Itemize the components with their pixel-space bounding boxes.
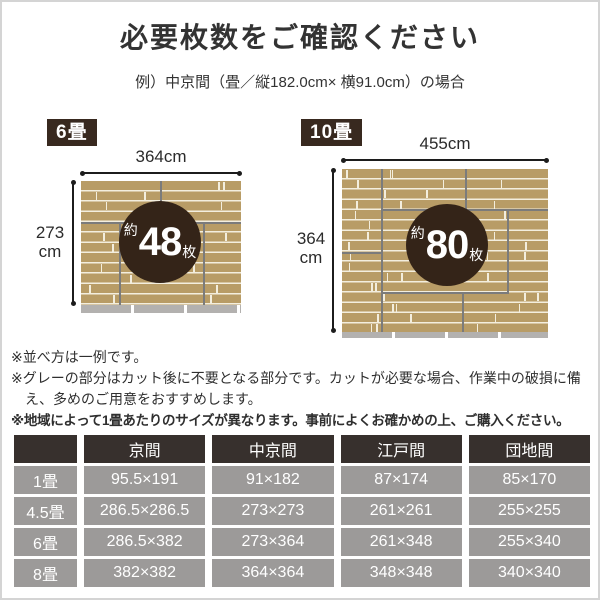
table-size-cell: 382×382	[84, 559, 206, 587]
height-arrow-6jo	[70, 180, 76, 306]
sheet-unit-label: 枚	[469, 247, 484, 263]
table-size-cell: 255×255	[468, 497, 590, 525]
sheet-count-value: 48	[138, 220, 182, 264]
tile-boundary-line	[381, 169, 383, 332]
sheet-count-badge-6jo: 約 48 枚	[119, 201, 201, 283]
table-size-cell: 348×348	[340, 559, 462, 587]
table-size-cell: 286.5×382	[84, 528, 206, 556]
table-size-cell: 261×348	[340, 528, 462, 556]
table-row-label: 4.5畳	[14, 497, 77, 525]
table-size-cell: 286.5×286.5	[84, 497, 206, 525]
tile-boundary-line	[342, 252, 381, 254]
notes-block: ※並べ方は一例です。 ※グレーの部分はカット後に不要となる部分です。カットが必要…	[11, 347, 597, 431]
table-size-cell: 340×340	[468, 559, 590, 587]
width-arrow-10jo	[341, 157, 549, 163]
table-row-label: 6畳	[14, 528, 77, 556]
note-arrangement: ※並べ方は一例です。	[11, 349, 148, 365]
page-subtitle: 例）中京間（畳／縦182.0cm× 横91.0cm）の場合	[135, 74, 465, 91]
height-unit: cm	[299, 248, 323, 267]
table-header-cell: 中京間	[212, 435, 334, 463]
height-value: 273	[35, 223, 65, 242]
tile-boundary-line	[507, 209, 509, 294]
table-row-label: 1畳	[14, 466, 77, 494]
sheet-unit-label: 枚	[182, 244, 197, 260]
height-unit: cm	[38, 242, 62, 261]
width-dimension-10jo: 455cm	[419, 134, 471, 153]
tile-boundary-line	[465, 169, 467, 209]
tile-boundary-line	[381, 292, 509, 294]
page-title: 必要枚数をご確認ください	[119, 22, 480, 53]
table-corner-cell	[14, 435, 77, 463]
note-gray-cutoff: ※グレーの部分はカット後に不要となる部分です。カットが必要な場合、作業中の破損に…	[11, 370, 581, 407]
sheet-count-value: 80	[425, 223, 469, 267]
table-size-cell: 87×174	[340, 466, 462, 494]
table-size-cell: 91×182	[212, 466, 334, 494]
table-size-cell: 255×340	[468, 528, 590, 556]
table-size-cell: 261×261	[340, 497, 462, 525]
tile-boundary-line	[462, 292, 464, 332]
table-size-cell: 364×364	[212, 559, 334, 587]
width-arrow-6jo	[80, 170, 242, 176]
width-dimension-6jo: 364cm	[135, 147, 187, 166]
height-value: 364	[296, 229, 326, 248]
table-size-cell: 273×364	[212, 528, 334, 556]
table-size-cell: 85×170	[468, 466, 590, 494]
floor-diagram-10jo: 約 80 枚	[342, 169, 548, 338]
tile-boundary-line	[119, 222, 121, 305]
height-dimension-6jo: 273 cm	[30, 223, 70, 261]
tatami-size-table: 京間 中京間 江戸間 団地間 1畳 95.5×191 91×182 87×174 85×170 4…	[14, 435, 590, 587]
size-badge-10jo: 10畳	[301, 119, 363, 146]
size-badge-6jo: 6畳	[47, 119, 97, 146]
height-dimension-10jo: 364 cm	[291, 229, 331, 267]
table-header-cell: 江戸間	[340, 435, 462, 463]
cutoff-strip	[81, 305, 241, 313]
table-row-label: 8畳	[14, 559, 77, 587]
table-header-cell: 京間	[84, 435, 206, 463]
sheet-count-badge-10jo: 約 80 枚	[406, 204, 488, 286]
note-region-size: ※地域によって1畳あたりのサイズが異なります。事前によくお確かめの上、ご購入くだ…	[11, 413, 570, 428]
approx-label: 約	[410, 225, 425, 241]
table-size-cell: 95.5×191	[84, 466, 206, 494]
table-size-cell: 273×273	[212, 497, 334, 525]
cutoff-strip	[342, 332, 548, 338]
table-header-cell: 団地間	[468, 435, 590, 463]
floor-diagram-6jo: 約 48 枚	[81, 181, 241, 313]
tile-boundary-line	[203, 222, 205, 305]
height-arrow-10jo	[330, 168, 336, 333]
approx-label: 約	[123, 222, 138, 238]
